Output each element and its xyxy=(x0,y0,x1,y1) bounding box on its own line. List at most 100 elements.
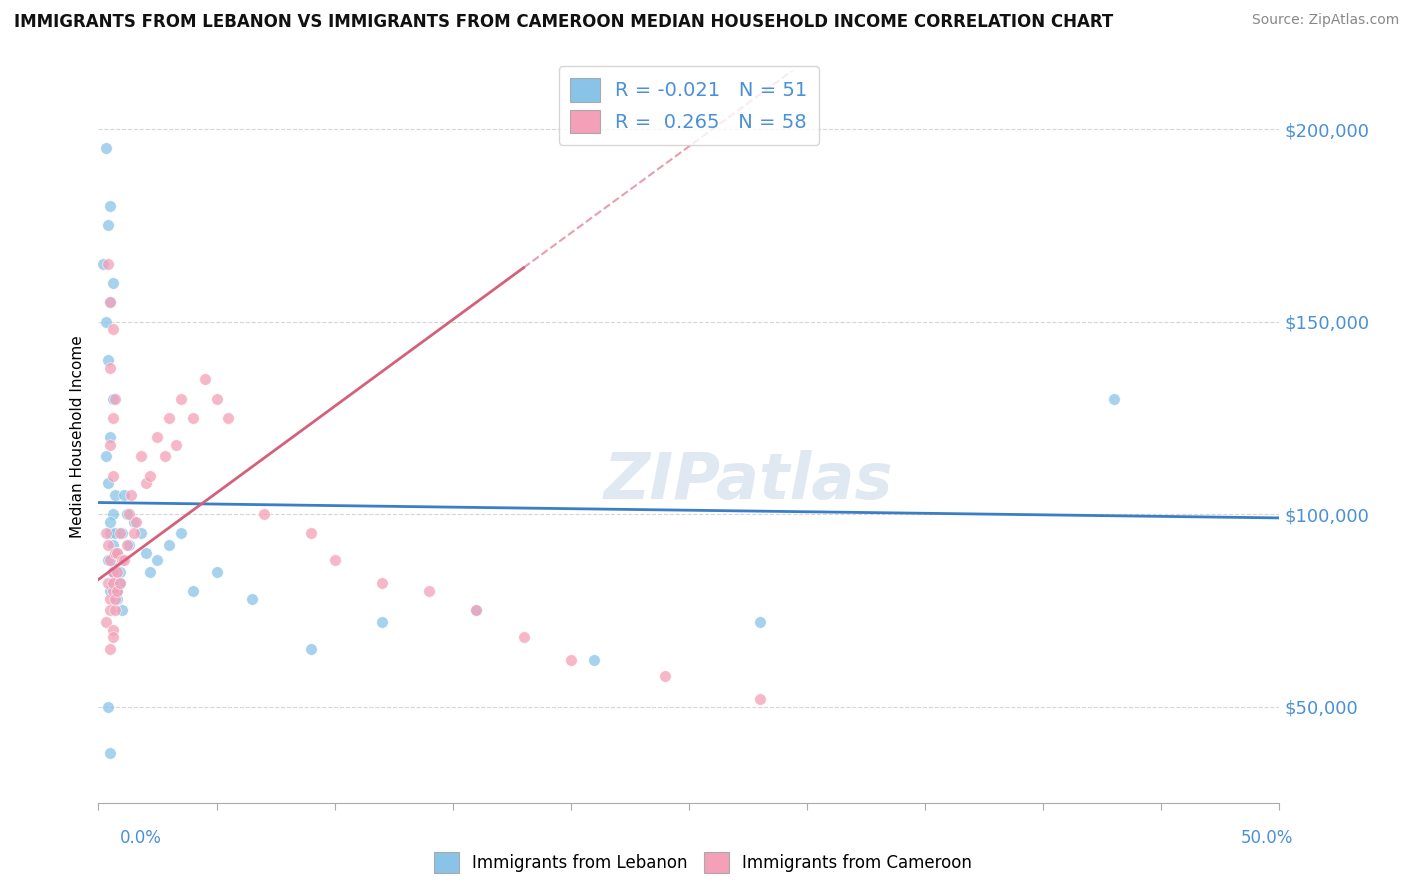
Point xyxy=(371,576,394,591)
Point xyxy=(105,584,128,599)
Point xyxy=(418,584,440,599)
Point xyxy=(205,392,228,406)
Point xyxy=(101,392,124,406)
Point xyxy=(323,553,346,567)
Point xyxy=(112,488,135,502)
Text: ZIPatlas: ZIPatlas xyxy=(603,450,893,512)
Point xyxy=(101,468,124,483)
Point xyxy=(101,538,124,552)
Point xyxy=(98,295,121,310)
Point xyxy=(129,526,152,541)
Point xyxy=(97,353,120,368)
Point xyxy=(194,372,217,386)
Point xyxy=(105,591,128,606)
Point xyxy=(97,219,120,233)
Point xyxy=(98,641,121,656)
Point xyxy=(101,576,124,591)
Point xyxy=(101,410,124,425)
Point xyxy=(170,392,193,406)
Point xyxy=(104,603,127,617)
Point xyxy=(170,526,193,541)
Point xyxy=(111,553,134,567)
Point xyxy=(118,538,141,552)
Point xyxy=(97,476,120,491)
Point xyxy=(98,515,121,529)
Point xyxy=(111,526,134,541)
Point xyxy=(299,526,322,541)
Point xyxy=(101,507,124,521)
Point xyxy=(112,553,135,567)
Point xyxy=(157,410,180,425)
Point xyxy=(122,526,145,541)
Point xyxy=(101,276,124,290)
Point xyxy=(105,545,128,559)
Point xyxy=(181,410,204,425)
Point xyxy=(115,507,138,521)
Point xyxy=(97,699,120,714)
Legend: R = -0.021   N = 51, R =  0.265   N = 58: R = -0.021 N = 51, R = 0.265 N = 58 xyxy=(558,66,820,145)
Point xyxy=(104,561,127,575)
Point xyxy=(748,691,770,706)
Point xyxy=(465,603,488,617)
Point xyxy=(118,507,141,521)
Point xyxy=(98,746,121,760)
Point xyxy=(217,410,239,425)
Point xyxy=(104,591,127,606)
Point xyxy=(98,553,121,567)
Point xyxy=(139,565,162,579)
Point xyxy=(101,630,124,644)
Point xyxy=(111,603,134,617)
Point xyxy=(91,257,114,271)
Point xyxy=(205,565,228,579)
Text: IMMIGRANTS FROM LEBANON VS IMMIGRANTS FROM CAMEROON MEDIAN HOUSEHOLD INCOME CORR: IMMIGRANTS FROM LEBANON VS IMMIGRANTS FR… xyxy=(14,13,1114,31)
Point xyxy=(97,553,120,567)
Point xyxy=(165,438,187,452)
Point xyxy=(135,476,157,491)
Point xyxy=(115,538,138,552)
Point xyxy=(108,576,131,591)
Point xyxy=(94,450,117,464)
Y-axis label: Median Household Income: Median Household Income xyxy=(70,335,86,539)
Point xyxy=(98,584,121,599)
Point xyxy=(139,468,162,483)
Text: 50.0%: 50.0% xyxy=(1241,830,1294,847)
Point xyxy=(98,591,121,606)
Point xyxy=(146,430,169,444)
Point xyxy=(98,199,121,213)
Point xyxy=(94,315,117,329)
Point xyxy=(108,526,131,541)
Point xyxy=(146,553,169,567)
Point xyxy=(94,615,117,629)
Point xyxy=(371,615,394,629)
Point xyxy=(108,576,131,591)
Point xyxy=(98,430,121,444)
Point xyxy=(98,438,121,452)
Point xyxy=(654,669,676,683)
Point xyxy=(104,545,127,559)
Point xyxy=(135,545,157,559)
Point xyxy=(129,450,152,464)
Point xyxy=(121,488,143,502)
Point xyxy=(104,488,127,502)
Point xyxy=(240,591,263,606)
Point xyxy=(299,641,322,656)
Point xyxy=(1102,392,1125,406)
Point xyxy=(97,538,120,552)
Point xyxy=(465,603,488,617)
Point xyxy=(101,565,124,579)
Legend: Immigrants from Lebanon, Immigrants from Cameroon: Immigrants from Lebanon, Immigrants from… xyxy=(427,846,979,880)
Point xyxy=(104,526,127,541)
Point xyxy=(105,584,128,599)
Point xyxy=(560,653,582,667)
Point xyxy=(748,615,770,629)
Point xyxy=(97,257,120,271)
Point xyxy=(583,653,606,667)
Point xyxy=(253,507,276,521)
Text: 0.0%: 0.0% xyxy=(120,830,162,847)
Point xyxy=(98,603,121,617)
Point xyxy=(97,576,120,591)
Point xyxy=(101,623,124,637)
Point xyxy=(105,545,128,559)
Point xyxy=(98,526,121,541)
Point xyxy=(98,295,121,310)
